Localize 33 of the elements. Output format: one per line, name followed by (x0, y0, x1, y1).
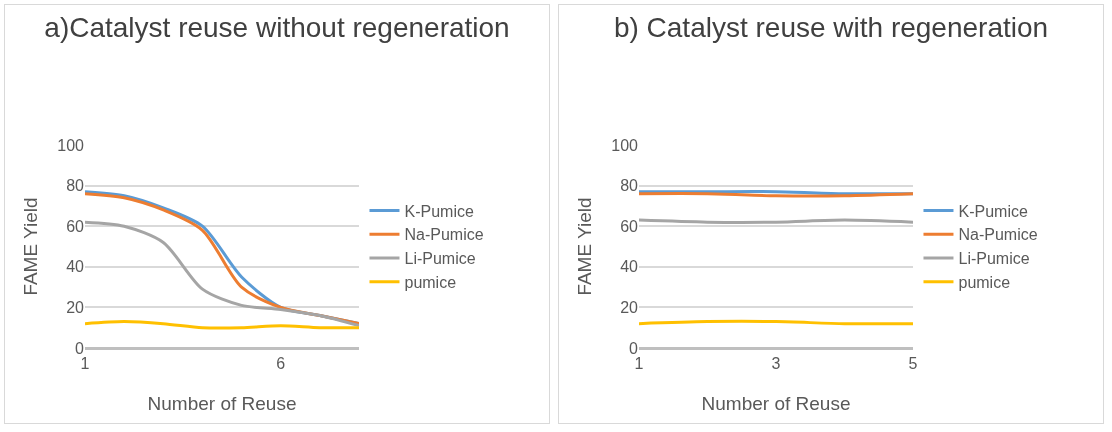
legend-label: Li-Pumice (404, 250, 476, 268)
y-tick-label: 0 (629, 339, 639, 357)
y-axis-title: FAME Yield (574, 197, 595, 296)
y-tick-label: 20 (66, 299, 85, 316)
legend-label: K-Pumice (958, 202, 1028, 220)
y-tick-label: 40 (620, 258, 639, 276)
y-tick-label: 80 (66, 177, 85, 195)
legend-label: pumice (958, 274, 1011, 292)
y-tick-label: 40 (66, 258, 85, 276)
x-axis-title: Number of Reuse (701, 392, 851, 414)
y-tick-label: 0 (75, 339, 85, 357)
x-tick-label: 1 (80, 355, 90, 373)
x-axis-title: Number of Reuse (147, 392, 297, 414)
y-tick-label: 60 (620, 217, 639, 235)
x-tick-label: 5 (908, 355, 918, 373)
y-tick-label: 100 (57, 136, 85, 154)
line-series (85, 320, 359, 330)
chart-title: a)Catalyst reuse without regeneration (44, 12, 510, 44)
y-tick-label: 20 (620, 299, 639, 316)
legend-label: pumice (404, 274, 457, 292)
x-tick-label: 3 (771, 355, 781, 373)
legend-label: Na-Pumice (404, 226, 484, 244)
legend-label: Na-Pumice (958, 226, 1038, 244)
x-tick-label: 6 (276, 355, 286, 373)
y-tick-label: 100 (611, 136, 639, 154)
y-tick-label: 80 (620, 177, 639, 195)
x-tick-label: 1 (634, 355, 644, 373)
legend-label: Li-Pumice (958, 250, 1030, 268)
y-axis-title: FAME Yield (20, 197, 41, 296)
chart-title: b) Catalyst reuse with regeneration (613, 12, 1049, 44)
line-series (85, 220, 359, 328)
legend-label: K-Pumice (404, 202, 474, 220)
y-tick-label: 60 (66, 217, 85, 235)
